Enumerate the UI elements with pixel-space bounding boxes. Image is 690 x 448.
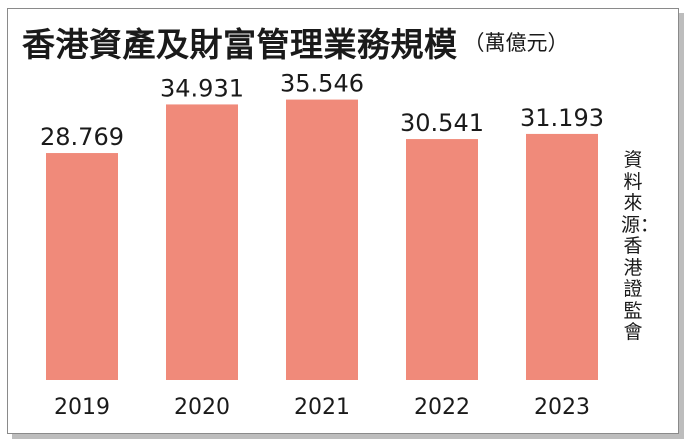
- value-label-2020: 34.931: [160, 74, 244, 102]
- value-label-2022: 30.541: [400, 109, 484, 137]
- bar-2020: [166, 104, 238, 380]
- bar-2023: [526, 133, 598, 380]
- unit-label: （萬億元）: [463, 31, 569, 55]
- category-label-2021: 2021: [294, 395, 350, 420]
- bar-2022: [406, 139, 478, 380]
- category-label-2019: 2019: [54, 395, 110, 420]
- value-label-2021: 35.546: [280, 70, 364, 98]
- bar-2019: [46, 153, 118, 380]
- category-label-2020: 2020: [174, 395, 230, 420]
- category-label-2023: 2023: [534, 395, 590, 420]
- value-label-2019: 28.769: [40, 123, 124, 151]
- chart-title: 香港資產及財富管理業務規模 （萬億元）: [22, 18, 569, 66]
- value-label-2023: 31.193: [520, 104, 604, 132]
- title-text: 香港資產及財富管理業務規模: [22, 25, 458, 64]
- category-label-2022: 2022: [414, 395, 470, 420]
- bar-2021: [286, 99, 358, 381]
- source-note: 資料來源：香港證監會: [621, 149, 660, 343]
